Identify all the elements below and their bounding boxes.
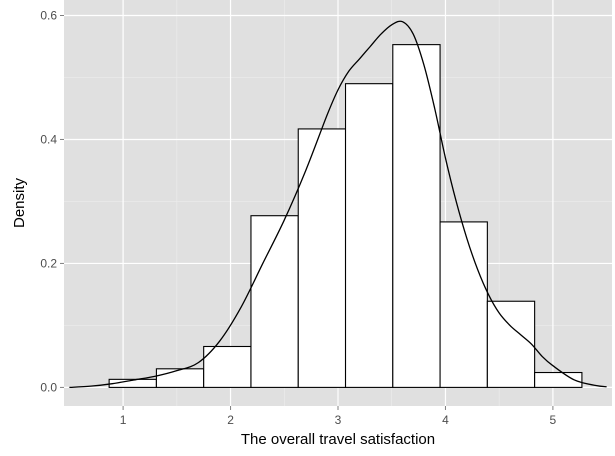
- x-tick-label: 1: [120, 413, 127, 427]
- x-tick-label: 4: [442, 413, 449, 427]
- y-tick-label: 0.4: [40, 132, 57, 146]
- histogram-bars: [108, 44, 583, 388]
- histogram-bar-2: [155, 368, 205, 388]
- histogram-bar-6: [344, 83, 394, 388]
- histogram-bar-9: [486, 300, 536, 388]
- y-axis-ticks: 0.0 0.2 0.4 0.6: [40, 8, 64, 394]
- x-tick-label: 3: [335, 413, 342, 427]
- x-axis-title: The overall travel satisfaction: [241, 431, 435, 448]
- histogram-bar-10: [534, 371, 583, 388]
- y-tick-label: 0.2: [40, 256, 57, 270]
- histogram-bar-4: [250, 215, 299, 388]
- y-axis-title: Density: [11, 177, 28, 228]
- histogram-bar-5: [297, 128, 347, 388]
- histogram-bar-3: [203, 345, 252, 388]
- y-tick-label: 0.0: [40, 380, 57, 394]
- x-tick-label: 2: [227, 413, 234, 427]
- histogram-bar-8: [439, 221, 488, 388]
- x-axis-ticks: 1 2 3 4 5: [120, 406, 557, 427]
- density-curve: [69, 20, 607, 389]
- histogram-bar-7: [392, 44, 441, 388]
- x-tick-label: 5: [550, 413, 557, 427]
- y-tick-label: 0.6: [40, 8, 57, 22]
